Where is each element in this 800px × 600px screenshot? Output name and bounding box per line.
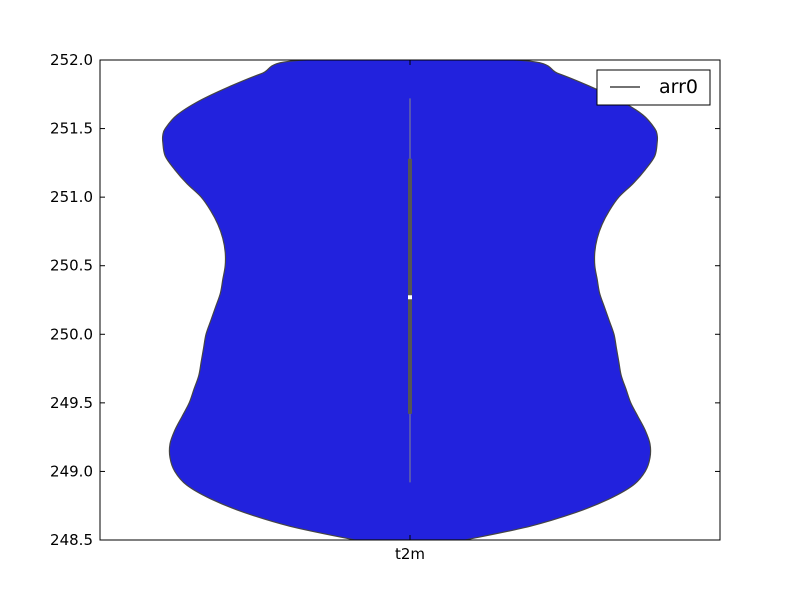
legend: arr0 <box>597 70 710 105</box>
plot-area <box>163 58 658 540</box>
ytick-label: 249.0 <box>50 462 93 480</box>
ytick-label: 250.5 <box>50 257 93 275</box>
ytick-label: 250.0 <box>50 325 93 343</box>
ytick-label: 251.5 <box>50 120 93 138</box>
ytick-label: 248.5 <box>50 531 93 549</box>
xtick-label-t2m: t2m <box>395 545 425 563</box>
ytick-label: 251.0 <box>50 188 93 206</box>
ytick-label: 249.5 <box>50 394 93 412</box>
ytick-label: 252.0 <box>50 51 93 69</box>
legend-label-arr0: arr0 <box>659 76 698 98</box>
